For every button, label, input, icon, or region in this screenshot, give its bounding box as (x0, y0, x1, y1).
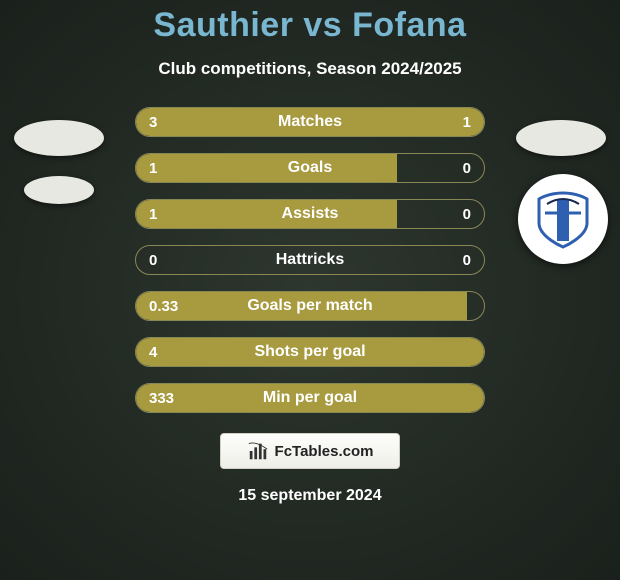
stat-value-left: 333 (149, 383, 174, 413)
subtitle: Club competitions, Season 2024/2025 (0, 59, 620, 79)
footer-brand-text: FcTables.com (275, 443, 374, 460)
stat-value-right: 0 (463, 153, 471, 183)
stat-value-left: 1 (149, 153, 157, 183)
stat-value-left: 0.33 (149, 291, 178, 321)
stat-value-left: 0 (149, 245, 157, 275)
stat-row: Min per goal333 (135, 383, 485, 413)
stat-value-right: 1 (463, 107, 471, 137)
date-text: 15 september 2024 (0, 487, 620, 505)
stat-row: Goals per match0.33 (135, 291, 485, 321)
stat-label: Matches (135, 107, 485, 137)
stat-row: Shots per goal4 (135, 337, 485, 367)
stat-value-left: 1 (149, 199, 157, 229)
bar-chart-icon (247, 440, 269, 462)
page-title: Sauthier vs Fofana (0, 6, 620, 45)
stat-label: Hattricks (135, 245, 485, 275)
stat-label: Min per goal (135, 383, 485, 413)
stat-row: Hattricks0 0 (135, 245, 485, 275)
footer-brand[interactable]: FcTables.com (220, 433, 400, 469)
stat-label: Goals (135, 153, 485, 183)
comparison-card: Sauthier vs Fofana Club competitions, Se… (0, 0, 620, 580)
stat-value-right: 0 (463, 199, 471, 229)
stat-value-left: 3 (149, 107, 157, 137)
stat-value-right: 0 (463, 245, 471, 275)
stat-value-left: 4 (149, 337, 157, 367)
stat-row: Assists1 0 (135, 199, 485, 229)
stat-label: Goals per match (135, 291, 485, 321)
stat-row: Goals1 0 (135, 153, 485, 183)
stat-label: Shots per goal (135, 337, 485, 367)
stat-label: Assists (135, 199, 485, 229)
stats-rows: Matches31Goals10Assists10Hattricks00Goal… (0, 107, 620, 413)
stat-row: Matches3 1 (135, 107, 485, 137)
